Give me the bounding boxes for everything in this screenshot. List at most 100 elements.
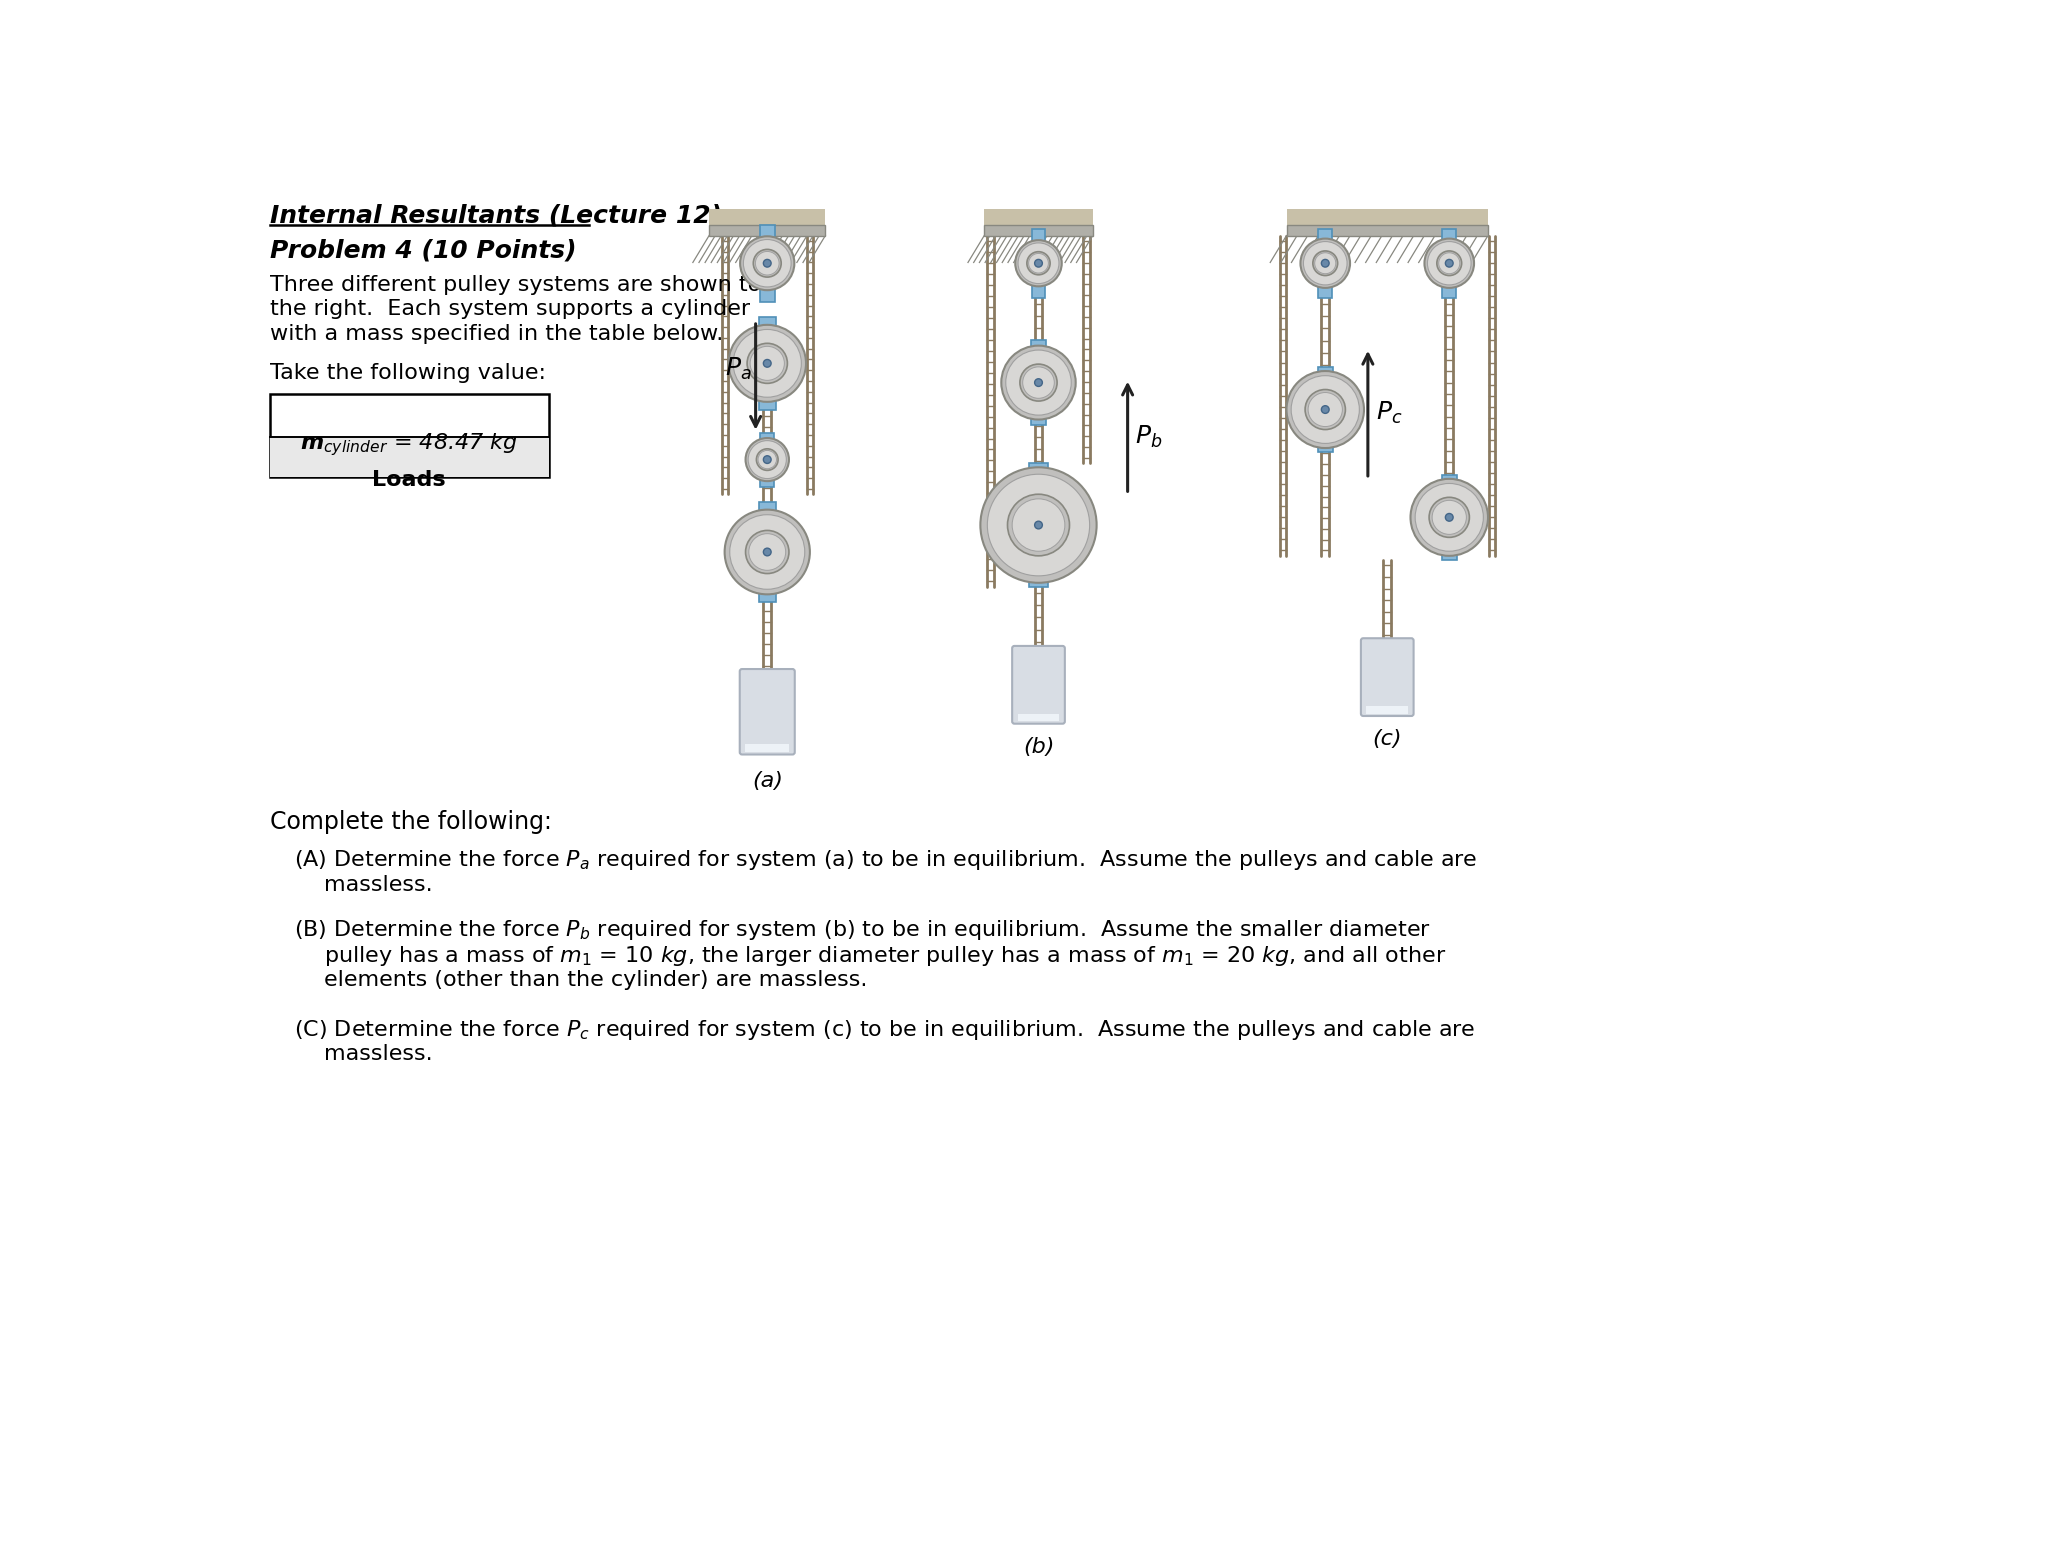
Circle shape — [1007, 494, 1070, 556]
Circle shape — [1322, 405, 1330, 413]
Bar — [710, 208, 825, 236]
Circle shape — [730, 515, 804, 590]
Circle shape — [1424, 239, 1473, 287]
Text: (A) Determine the force $\boldsymbol{P_a}$ required for system (a) to be in equi: (A) Determine the force $\boldsymbol{P_a… — [295, 849, 1477, 872]
Circle shape — [745, 438, 790, 481]
Bar — [984, 225, 1093, 236]
Bar — [1318, 228, 1332, 298]
Circle shape — [724, 509, 810, 594]
Circle shape — [753, 250, 782, 278]
Circle shape — [1307, 393, 1342, 427]
Circle shape — [1027, 251, 1050, 275]
Text: Take the following value:: Take the following value: — [270, 363, 546, 383]
Text: massless.: massless. — [323, 875, 432, 894]
Text: Loads: Loads — [372, 470, 446, 489]
Circle shape — [1428, 242, 1471, 286]
Circle shape — [755, 251, 780, 275]
FancyBboxPatch shape — [1013, 646, 1064, 723]
Circle shape — [1438, 253, 1459, 273]
Text: elements (other than the cylinder) are massless.: elements (other than the cylinder) are m… — [323, 970, 868, 990]
Circle shape — [1410, 480, 1487, 556]
Circle shape — [1287, 371, 1365, 449]
Text: $\boldsymbol{P_c}$: $\boldsymbol{P_c}$ — [1375, 400, 1402, 427]
Circle shape — [745, 531, 790, 574]
Text: massless.: massless. — [323, 1044, 432, 1065]
Bar — [984, 208, 1093, 236]
Text: Complete the following:: Complete the following: — [270, 810, 552, 833]
Circle shape — [1015, 241, 1062, 286]
Circle shape — [1013, 498, 1064, 551]
Circle shape — [1029, 253, 1048, 273]
Text: Three different pulley systems are shown to: Three different pulley systems are shown… — [270, 275, 761, 295]
FancyBboxPatch shape — [741, 669, 794, 754]
Bar — [1442, 475, 1457, 560]
Text: (a): (a) — [751, 771, 784, 792]
Circle shape — [1316, 253, 1336, 273]
Circle shape — [763, 259, 771, 267]
Text: $\boldsymbol{P_b}$: $\boldsymbol{P_b}$ — [1136, 424, 1162, 450]
Text: the right.  Each system supports a cylinder: the right. Each system supports a cylind… — [270, 300, 749, 320]
Circle shape — [1305, 390, 1346, 430]
Circle shape — [732, 329, 802, 397]
Circle shape — [728, 324, 806, 402]
Bar — [1017, 714, 1060, 722]
Circle shape — [743, 239, 792, 287]
Circle shape — [1035, 379, 1041, 386]
Circle shape — [1432, 500, 1467, 534]
Circle shape — [757, 449, 777, 470]
Circle shape — [1301, 239, 1350, 287]
Bar — [270, 438, 548, 478]
Circle shape — [1019, 365, 1058, 400]
Bar — [270, 394, 548, 478]
Text: Internal Resultants (Lecture 12): Internal Resultants (Lecture 12) — [270, 203, 722, 227]
Bar — [759, 317, 775, 410]
Bar — [745, 745, 790, 753]
Circle shape — [751, 346, 784, 380]
Circle shape — [1023, 366, 1054, 399]
Circle shape — [1428, 497, 1469, 537]
Circle shape — [1444, 514, 1453, 521]
Circle shape — [1291, 376, 1359, 444]
Bar — [1287, 225, 1487, 236]
Bar — [1029, 464, 1048, 587]
Bar — [761, 433, 773, 486]
Text: (c): (c) — [1373, 729, 1402, 750]
Text: $\boldsymbol{m}_{cylinder}$ = 48.47 $kg$: $\boldsymbol{m}_{cylinder}$ = 48.47 $kg$ — [301, 431, 518, 458]
Circle shape — [763, 360, 771, 368]
Text: Problem 4 (10 Points): Problem 4 (10 Points) — [270, 239, 577, 262]
Circle shape — [1303, 242, 1346, 286]
Bar — [759, 501, 775, 602]
Text: $\boldsymbol{P_a}$: $\boldsymbol{P_a}$ — [724, 355, 751, 382]
Circle shape — [1007, 351, 1072, 414]
Circle shape — [1322, 259, 1330, 267]
Bar — [1367, 706, 1408, 714]
Circle shape — [747, 343, 788, 383]
Circle shape — [1035, 521, 1041, 529]
Bar — [1031, 340, 1046, 425]
Circle shape — [1019, 244, 1060, 284]
Text: (C) Determine the force $\boldsymbol{P_c}$ required for system (c) to be in equi: (C) Determine the force $\boldsymbol{P_c… — [295, 1018, 1475, 1041]
Circle shape — [741, 236, 794, 290]
Circle shape — [757, 450, 777, 469]
Circle shape — [763, 548, 771, 556]
Circle shape — [1436, 251, 1461, 276]
Circle shape — [749, 534, 786, 570]
Circle shape — [1000, 346, 1076, 419]
Bar — [710, 225, 825, 236]
Bar — [1031, 228, 1046, 298]
Circle shape — [1416, 484, 1483, 551]
Circle shape — [763, 456, 771, 464]
Circle shape — [1035, 259, 1041, 267]
Circle shape — [988, 475, 1091, 576]
Bar — [1287, 208, 1487, 236]
Circle shape — [980, 467, 1097, 584]
Bar — [759, 225, 775, 301]
Circle shape — [1314, 251, 1338, 276]
Bar — [1318, 368, 1334, 452]
Circle shape — [1444, 259, 1453, 267]
FancyBboxPatch shape — [1361, 638, 1414, 715]
Text: (B) Determine the force $\boldsymbol{P_b}$ required for system (b) to be in equi: (B) Determine the force $\boldsymbol{P_b… — [295, 917, 1432, 942]
Circle shape — [749, 441, 786, 478]
Text: (b): (b) — [1023, 737, 1054, 757]
Text: with a mass specified in the table below.: with a mass specified in the table below… — [270, 324, 722, 345]
